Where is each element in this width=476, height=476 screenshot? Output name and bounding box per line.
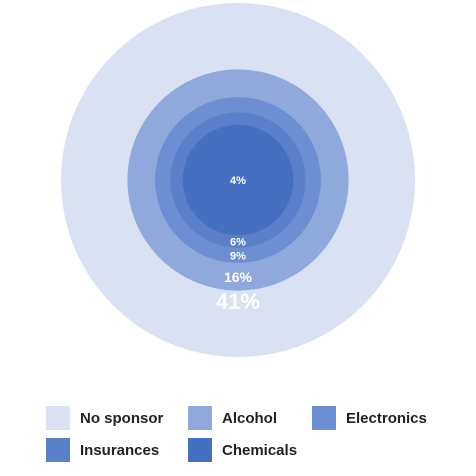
- legend-item-electronics: Electronics: [312, 404, 427, 432]
- legend-label-chemicals: Chemicals: [222, 441, 298, 459]
- legend-label-alcohol: Alcohol: [222, 409, 277, 427]
- legend-swatch-chemicals: [188, 438, 212, 462]
- legend-item-chemicals: Chemicals: [188, 436, 297, 464]
- legend-label-insurances: Insurances: [80, 441, 160, 459]
- legend-label-electronics: Electronics: [346, 409, 427, 427]
- legend-label-no-sponsor: No sponsor: [80, 409, 164, 427]
- data-label-insurances: 6%: [230, 236, 246, 248]
- data-label-electronics: 9%: [230, 250, 246, 262]
- legend-swatch-no-sponsor: [46, 406, 70, 430]
- legend-swatch-insurances: [46, 438, 70, 462]
- legend-item-no-sponsor: No sponsor: [46, 404, 163, 432]
- data-label-no-sponsor: 41%: [216, 289, 260, 314]
- legend-swatch-alcohol: [188, 406, 212, 430]
- data-label-chemicals: 4%: [230, 175, 246, 187]
- legend: No sponsor Alcohol Electronics Insurance…: [46, 404, 446, 470]
- legend-swatch-electronics: [312, 406, 336, 430]
- data-label-alcohol: 16%: [224, 269, 253, 285]
- legend-item-alcohol: Alcohol: [188, 404, 277, 432]
- legend-item-insurances: Insurances: [46, 436, 159, 464]
- circle-chemicals: [182, 124, 294, 236]
